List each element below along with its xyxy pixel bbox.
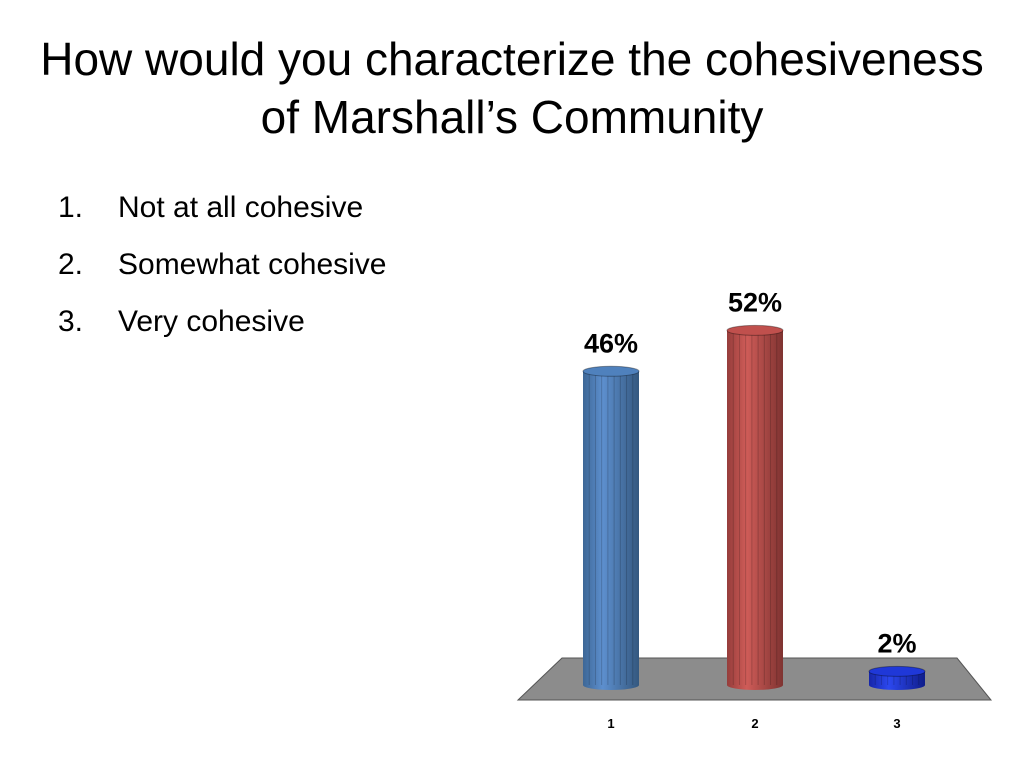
answer-option-number: 2.	[58, 248, 84, 281]
answer-option-2: 2. Somewhat cohesive	[58, 247, 386, 283]
bar-body	[583, 371, 639, 685]
answer-option-label: Not at all cohesive	[118, 191, 364, 224]
bar-base	[583, 680, 639, 690]
answer-option-label: Very cohesive	[118, 305, 305, 338]
answer-options-list: 1. Not at all cohesive 2. Somewhat cohes…	[58, 190, 386, 361]
bars-layer	[582, 324, 926, 690]
bar-base	[869, 680, 925, 690]
x-tick-label-2: 2	[751, 716, 758, 731]
bar-3	[868, 665, 926, 690]
data-label-2: 52%	[728, 287, 782, 317]
bar-top	[582, 365, 640, 377]
bar-top	[868, 665, 926, 677]
data-label-1: 46%	[584, 328, 638, 358]
answer-option-number: 1.	[58, 191, 84, 224]
bar-1	[582, 365, 640, 690]
response-bar-chart: 46% 1 52% 2 2% 3	[516, 287, 993, 731]
answer-option-label: Somewhat cohesive	[118, 248, 387, 281]
data-label-3: 2%	[877, 628, 916, 658]
answer-option-1: 1. Not at all cohesive	[58, 190, 386, 226]
labels-layer: 46% 1 52% 2 2% 3	[584, 287, 917, 731]
bar-top	[726, 324, 784, 336]
slide-title: How would you characterize the cohesiven…	[40, 33, 984, 143]
bar-base	[727, 680, 783, 690]
bar-2	[726, 324, 784, 690]
answer-option-number: 3.	[58, 305, 84, 338]
bar-body	[727, 330, 783, 685]
x-tick-label-1: 1	[607, 716, 614, 731]
answer-option-3: 3. Very cohesive	[58, 304, 386, 340]
x-tick-label-3: 3	[893, 716, 900, 731]
